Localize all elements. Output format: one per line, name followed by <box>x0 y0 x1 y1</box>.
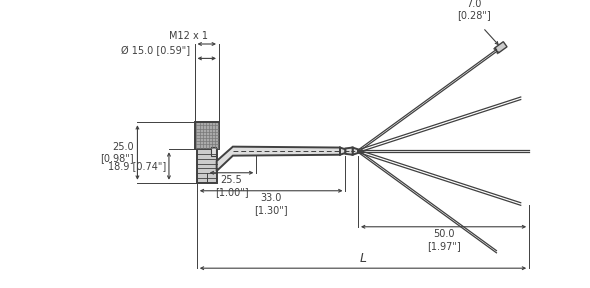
Text: Ø 15.0 [0.59"]: Ø 15.0 [0.59"] <box>121 46 190 56</box>
Polygon shape <box>353 147 358 155</box>
Polygon shape <box>345 147 353 155</box>
Polygon shape <box>494 42 507 53</box>
Text: 18.9 [0.74"]: 18.9 [0.74"] <box>108 161 166 171</box>
Bar <box>195 122 219 149</box>
Text: 50.0
[1.97"]: 50.0 [1.97"] <box>427 230 460 251</box>
Text: 33.0
[1.30"]: 33.0 [1.30"] <box>254 194 288 215</box>
Text: L: L <box>359 253 366 266</box>
Text: 25.0
[0.98"]: 25.0 [0.98"] <box>100 142 134 163</box>
Bar <box>211 147 216 156</box>
Text: 7.0
[0.28"]: 7.0 [0.28"] <box>457 0 491 20</box>
Bar <box>197 149 217 183</box>
Text: 25.5
[1.00"]: 25.5 [1.00"] <box>215 175 248 197</box>
Polygon shape <box>340 147 345 155</box>
Polygon shape <box>217 147 340 171</box>
Text: M12 x 1: M12 x 1 <box>169 31 208 41</box>
